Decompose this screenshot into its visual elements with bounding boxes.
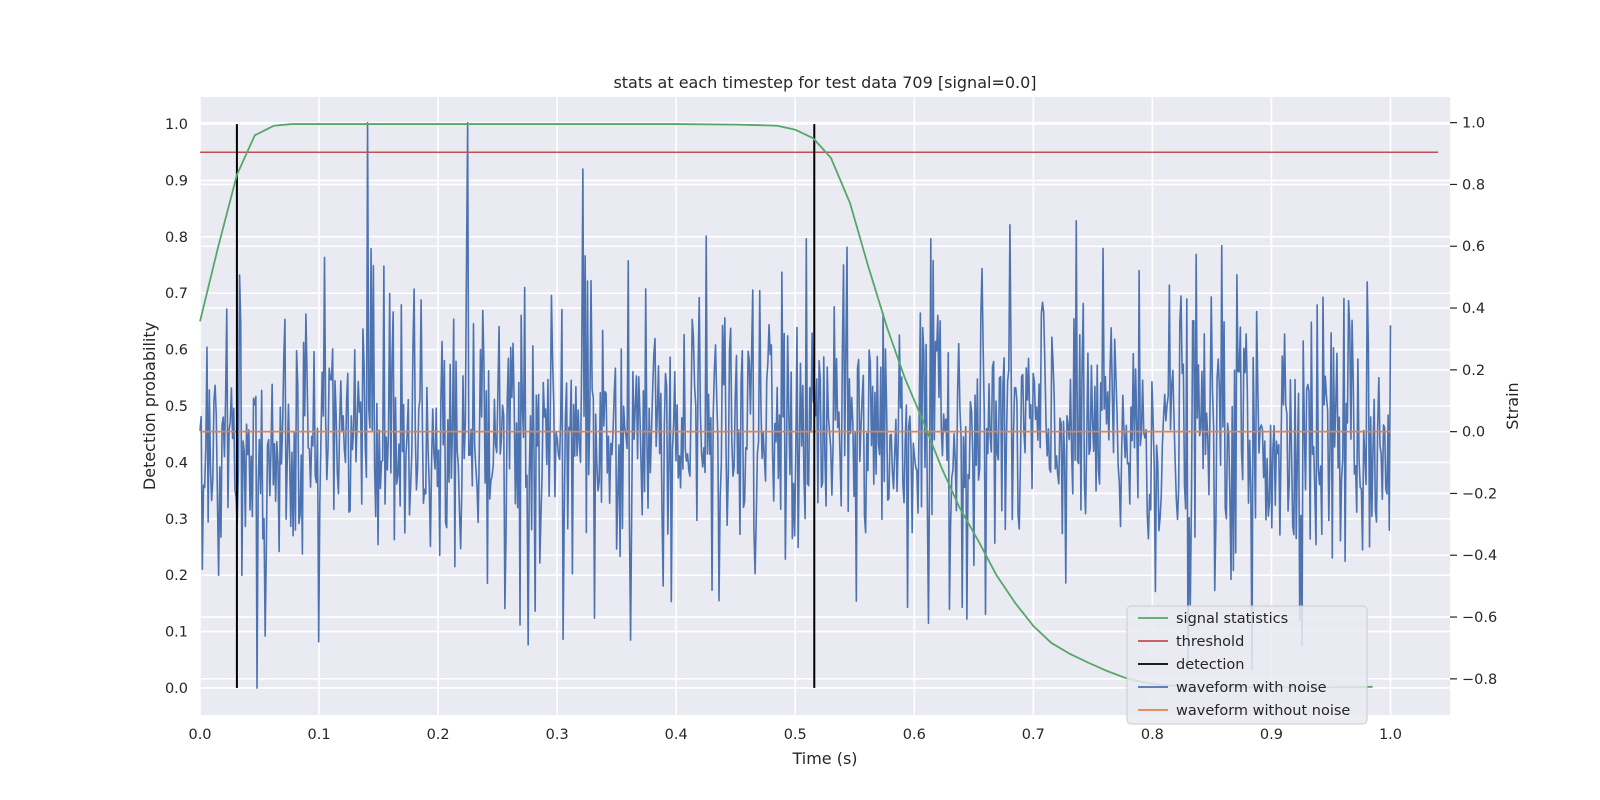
- y-tick-label: 0.9: [165, 173, 188, 189]
- y-axis-label: Detection probability: [140, 322, 159, 490]
- y2-tick-label: 0.6: [1462, 239, 1485, 255]
- y2-tick-label: −0.8: [1462, 672, 1497, 688]
- y-tick-label: 0.2: [165, 568, 188, 584]
- x-axis: 0.0 0.1 0.2 0.3 0.4 0.5 0.6 0.7 0.8 0.9 1.0: [188, 727, 1402, 743]
- legend-label-waveform-without-noise: waveform without noise: [1176, 703, 1350, 719]
- legend-label-detection: detection: [1176, 657, 1244, 673]
- x-tick-label: 0.1: [308, 727, 331, 743]
- legend-label-signal-statistics: signal statistics: [1176, 611, 1288, 627]
- x-tick-label: 0.2: [427, 727, 450, 743]
- x-tick-label: 0.3: [546, 727, 569, 743]
- x-axis-label: Time (s): [791, 749, 857, 768]
- y-axis-left: 0.0 0.1 0.2 0.3 0.4 0.5 0.6 0.7 0.8 0.9 1.0: [165, 117, 188, 697]
- y2-tick-label: 0.4: [1462, 301, 1485, 317]
- chart-title: stats at each timestep for test data 709…: [613, 73, 1036, 92]
- y-tick-label: 0.7: [165, 286, 188, 302]
- grid: [199, 97, 1450, 715]
- x-tick-label: 0.4: [665, 727, 688, 743]
- y2-tick-label: 1.0: [1462, 116, 1485, 132]
- y-tick-label: 0.0: [165, 681, 188, 697]
- y-tick-label: 1.0: [165, 117, 188, 133]
- x-tick-label: 0.7: [1022, 727, 1045, 743]
- series-waveform-with-noise: [199, 121, 1392, 689]
- y-axis-right: −0.8 −0.6 −0.4 −0.2 0.0 0.2 0.4 0.6 0.8 1.0: [1450, 116, 1497, 688]
- x-tick-label: 0.9: [1260, 727, 1283, 743]
- y2-axis-label: Strain: [1503, 382, 1522, 429]
- x-tick-label: 0.0: [188, 727, 211, 743]
- x-tick-label: 0.6: [903, 727, 926, 743]
- y-tick-label: 0.6: [165, 343, 188, 359]
- y-tick-label: 0.3: [165, 512, 188, 528]
- y2-tick-label: 0.8: [1462, 177, 1485, 193]
- y2-tick-label: −0.4: [1462, 548, 1497, 564]
- x-tick-label: 0.5: [784, 727, 807, 743]
- legend-box: [1126, 605, 1368, 725]
- y2-tick-label: −0.2: [1462, 486, 1497, 502]
- y2-tick-label: 0.2: [1462, 363, 1485, 379]
- y2-tick-label: 0.0: [1462, 425, 1485, 441]
- y-tick-label: 0.8: [165, 230, 188, 246]
- legend-label-waveform-with-noise: waveform with noise: [1176, 680, 1327, 696]
- y-tick-label: 0.4: [165, 455, 188, 471]
- legend: signal statistics threshold detection wa…: [1126, 605, 1368, 725]
- y2-tick-label: −0.6: [1462, 610, 1497, 626]
- y-tick-label: 0.5: [165, 399, 188, 415]
- y-tick-label: 0.1: [165, 625, 188, 641]
- legend-label-threshold: threshold: [1176, 634, 1244, 650]
- x-tick-label: 1.0: [1379, 727, 1402, 743]
- x-tick-label: 0.8: [1141, 727, 1164, 743]
